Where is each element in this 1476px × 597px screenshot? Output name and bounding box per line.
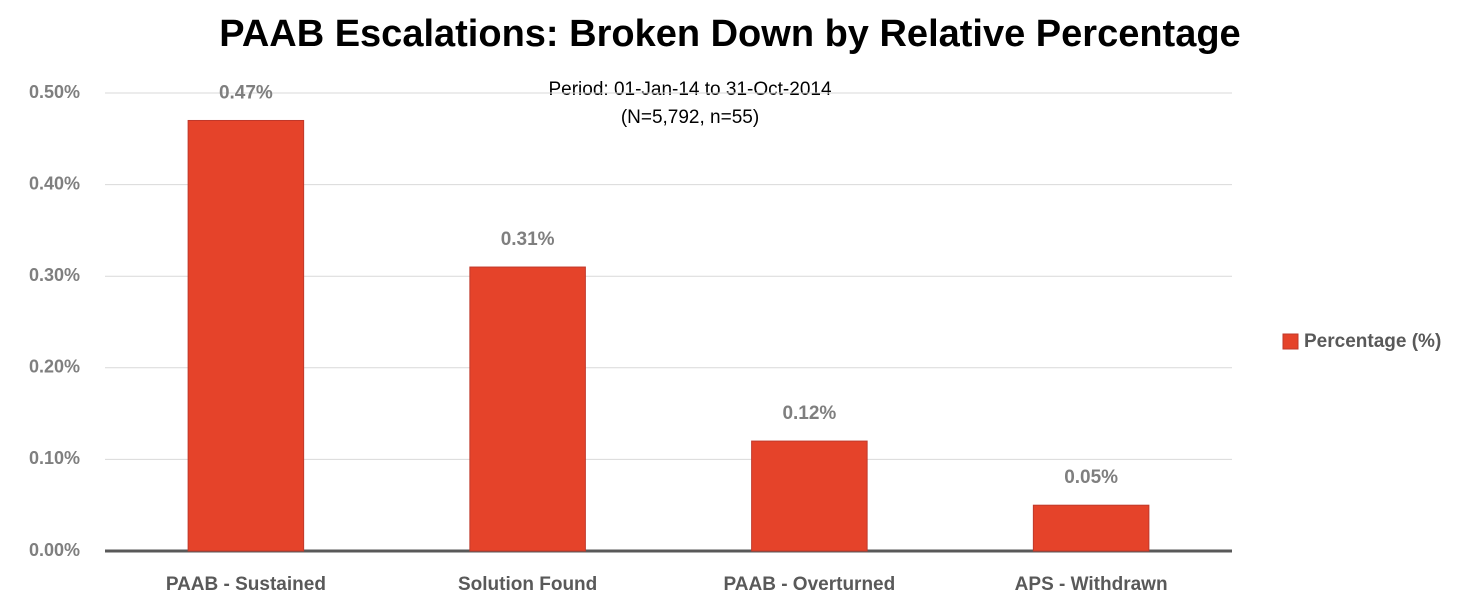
bar bbox=[187, 119, 305, 552]
chart-title: PAAB Escalations: Broken Down by Relativ… bbox=[219, 13, 1240, 55]
y-tick-label: 0.00% bbox=[29, 540, 80, 560]
y-tick-label: 0.20% bbox=[29, 357, 80, 377]
data-label: 0.12% bbox=[782, 403, 836, 424]
annotation: Period: 01-Jan-14 to 31-Oct-2014 bbox=[548, 79, 831, 100]
legend-swatch bbox=[1282, 333, 1299, 350]
x-tick-label: PAAB - Overturned bbox=[724, 574, 896, 595]
x-tick-label: PAAB - Sustained bbox=[166, 574, 326, 595]
data-label: 0.05% bbox=[1064, 467, 1118, 488]
data-label: 0.31% bbox=[501, 229, 555, 250]
annotation: (N=5,792, n=55) bbox=[621, 107, 759, 128]
legend-label: Percentage (%) bbox=[1304, 331, 1441, 352]
x-tick-label: Solution Found bbox=[458, 574, 597, 595]
data-label: 0.47% bbox=[219, 82, 273, 103]
x-tick-label: APS - Withdrawn bbox=[1015, 574, 1168, 595]
bar bbox=[751, 440, 868, 552]
y-tick-label: 0.40% bbox=[29, 173, 80, 193]
y-tick-label: 0.30% bbox=[29, 265, 80, 285]
y-tick-label: 0.10% bbox=[29, 448, 80, 468]
bar bbox=[1032, 504, 1150, 552]
y-tick-label: 0.50% bbox=[29, 82, 80, 102]
bar bbox=[469, 266, 586, 552]
